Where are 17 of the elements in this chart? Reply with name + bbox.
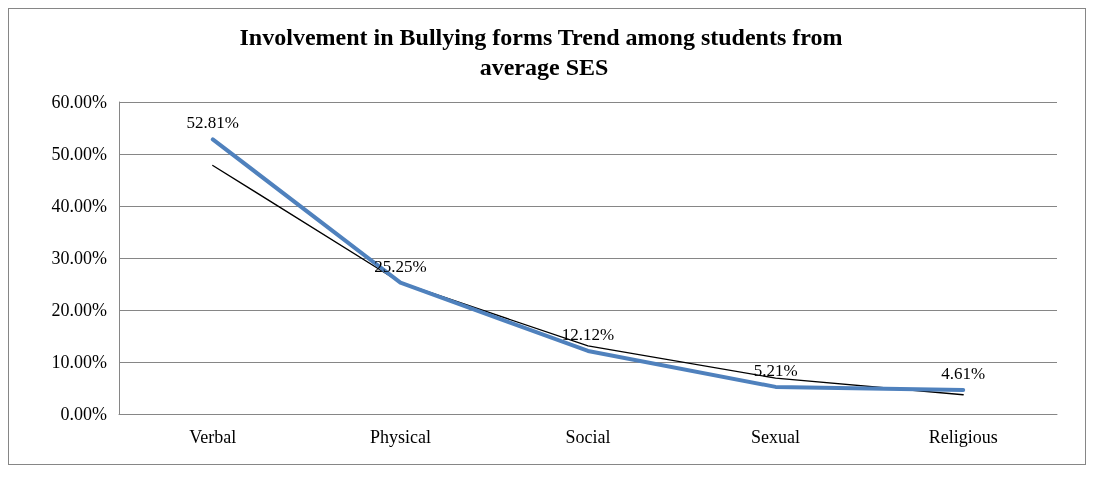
data-label: 12.12% xyxy=(561,324,615,344)
data-label: 5.21% xyxy=(753,360,798,380)
x-tick-label: Physical xyxy=(369,427,431,447)
x-tick-label: Verbal xyxy=(189,427,237,447)
data-label: 52.81% xyxy=(186,113,240,133)
y-tick-label: 60.00% xyxy=(51,92,107,112)
y-tick-label: 40.00% xyxy=(51,196,107,216)
x-tick-label: Social xyxy=(565,427,611,447)
x-tick-label: Religious xyxy=(928,427,998,447)
x-tick-label: Sexual xyxy=(751,427,801,447)
y-tick-label: 0.00% xyxy=(60,404,107,424)
y-tick-label: 20.00% xyxy=(51,300,107,320)
chart-title: Involvement in Bullying forms Trend among students from average SES xyxy=(239,24,849,80)
y-tick-label: 30.00% xyxy=(51,248,107,268)
y-tick-label: 50.00% xyxy=(51,144,107,164)
y-tick-label: 10.00% xyxy=(51,352,107,372)
data-label: 4.61% xyxy=(941,364,986,384)
